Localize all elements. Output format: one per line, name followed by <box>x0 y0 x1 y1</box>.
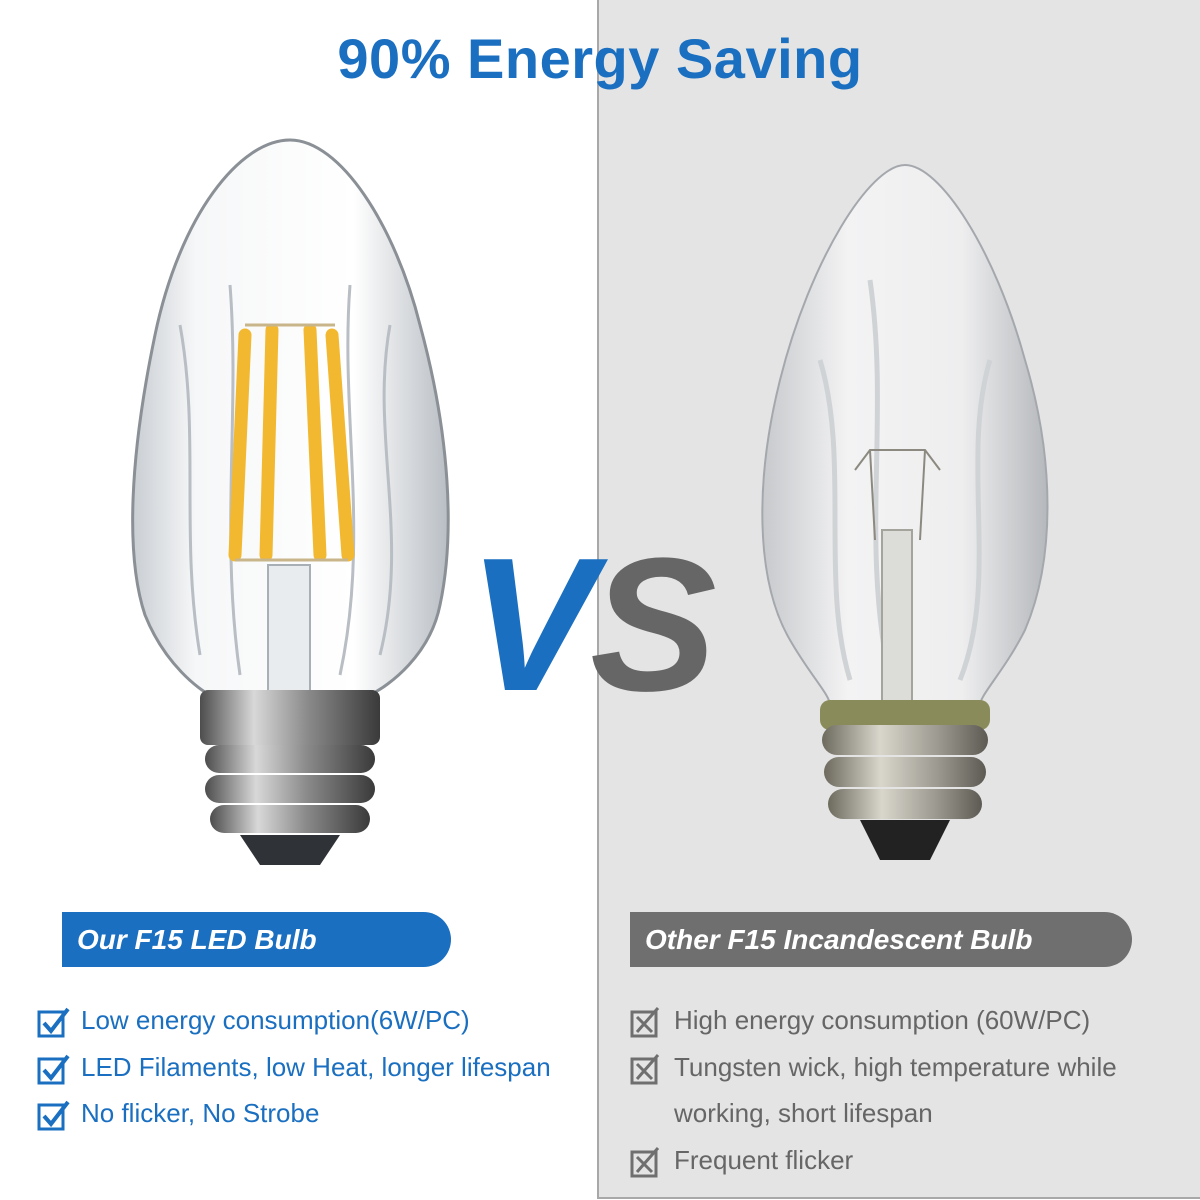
checkbox-crossed-icon <box>630 1053 660 1084</box>
feature-text: LED Filaments, low Heat, longer lifespan <box>81 1051 551 1082</box>
list-item: No flicker, No Strobe <box>37 1090 551 1137</box>
feature-text: Low energy consumption(6W/PC) <box>81 1005 470 1035</box>
list-item: LED Filaments, low Heat, longer lifespan <box>37 1044 551 1091</box>
feature-text: Frequent flicker <box>674 1144 854 1175</box>
checkbox-checked-icon <box>37 1054 70 1084</box>
feature-text: High energy consumption (60W/PC) <box>674 1005 1091 1035</box>
incandescent-bulb-image <box>761 163 1049 860</box>
checkbox-checked-icon <box>37 1100 70 1131</box>
page-title: 90% Energy Saving <box>337 27 863 90</box>
list-item-continuation: working, short lifespan <box>630 1090 1117 1137</box>
checkbox-crossed-icon <box>630 1007 660 1038</box>
feature-text: Tungsten wick, high temperature while <box>674 1051 1117 1082</box>
list-item: Low energy consumption(6W/PC) <box>37 997 551 1044</box>
checkbox-checked-icon <box>37 1007 70 1038</box>
incandescent-bulb-header: Other F15 Incandescent Bulb <box>630 912 1132 967</box>
led-bulb-image <box>131 138 450 865</box>
led-feature-list: Low energy consumption(6W/PC) LED Filame… <box>37 997 551 1137</box>
feature-text: working, short lifespan <box>674 1098 933 1128</box>
incandescent-feature-list: High energy consumption (60W/PC) Tungste… <box>630 997 1117 1183</box>
list-item: Tungsten wick, high temperature while <box>630 1044 1117 1091</box>
feature-text: No flicker, No Strobe <box>81 1098 320 1128</box>
led-bulb-header: Our F15 LED Bulb <box>62 912 451 967</box>
checkbox-crossed-icon <box>630 1146 660 1177</box>
list-item: High energy consumption (60W/PC) <box>630 997 1117 1044</box>
list-item: Frequent flicker <box>630 1137 1117 1184</box>
vs-letter-s: S <box>590 519 717 731</box>
vs-letter-v: V <box>468 519 595 731</box>
